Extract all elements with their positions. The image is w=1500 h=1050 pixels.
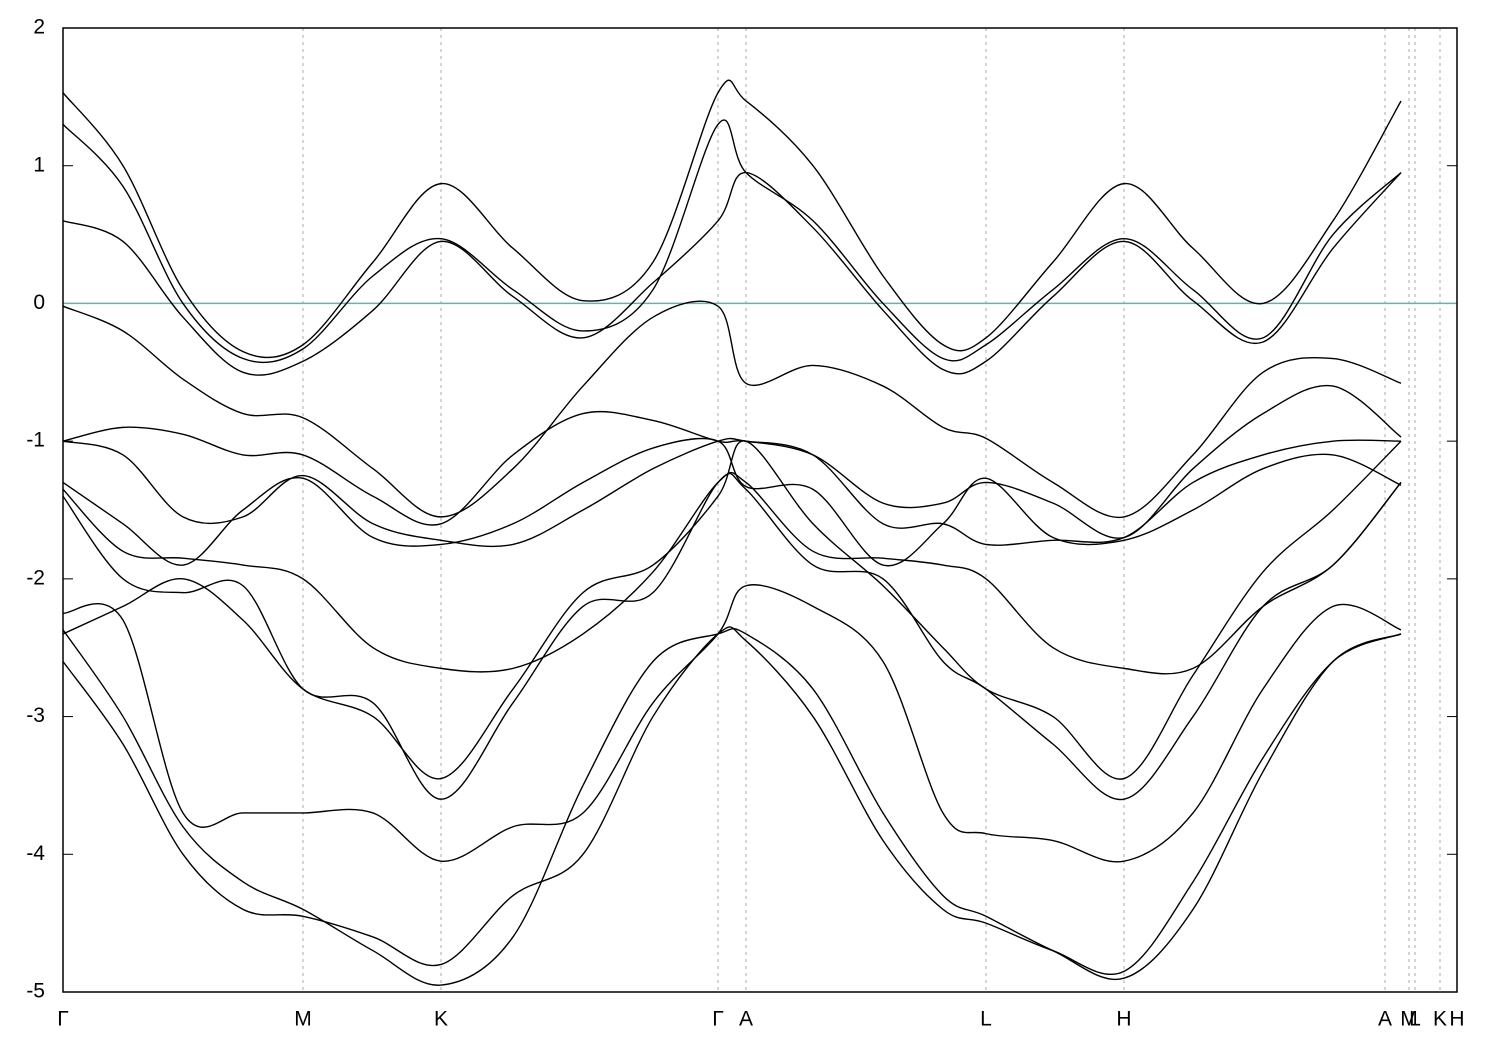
band-line bbox=[63, 437, 1402, 548]
y-tick-label: -4 bbox=[26, 842, 45, 865]
y-tick-label: -5 bbox=[26, 980, 45, 1003]
band-line bbox=[63, 584, 1402, 863]
band-line bbox=[63, 119, 1402, 364]
band-line bbox=[63, 300, 1402, 519]
band-line bbox=[63, 171, 1402, 376]
band-line bbox=[63, 440, 1402, 780]
y-tick-label: 2 bbox=[33, 16, 45, 39]
band-line bbox=[63, 626, 1402, 976]
x-tick-label: H bbox=[1116, 1008, 1131, 1031]
x-tick-label: H bbox=[1449, 1008, 1464, 1031]
band-line bbox=[63, 384, 1402, 539]
y-tick-label: -2 bbox=[26, 566, 45, 589]
x-tick-label: Γ bbox=[57, 1008, 69, 1031]
y-tick-label: -3 bbox=[26, 704, 45, 727]
x-tick-label: Γ bbox=[712, 1008, 724, 1031]
y-tick-label: 0 bbox=[33, 291, 45, 314]
band-line bbox=[63, 471, 1402, 675]
plot-frame bbox=[62, 27, 1458, 993]
x-tick-label: K bbox=[434, 1008, 448, 1031]
x-tick-label: A bbox=[1378, 1008, 1392, 1031]
band-line bbox=[63, 79, 1402, 359]
x-tick-label: L bbox=[980, 1008, 992, 1031]
x-tick-label: L bbox=[1409, 1008, 1421, 1031]
x-tick-label: K bbox=[1433, 1008, 1447, 1031]
x-tick-label: M bbox=[1400, 1008, 1418, 1031]
band-line bbox=[63, 437, 1402, 567]
band-line bbox=[63, 627, 1402, 986]
x-tick-label: M bbox=[294, 1008, 312, 1031]
y-tick-label: -1 bbox=[26, 429, 45, 452]
x-tick-label: A bbox=[739, 1008, 753, 1031]
y-tick-label: 1 bbox=[33, 153, 45, 176]
